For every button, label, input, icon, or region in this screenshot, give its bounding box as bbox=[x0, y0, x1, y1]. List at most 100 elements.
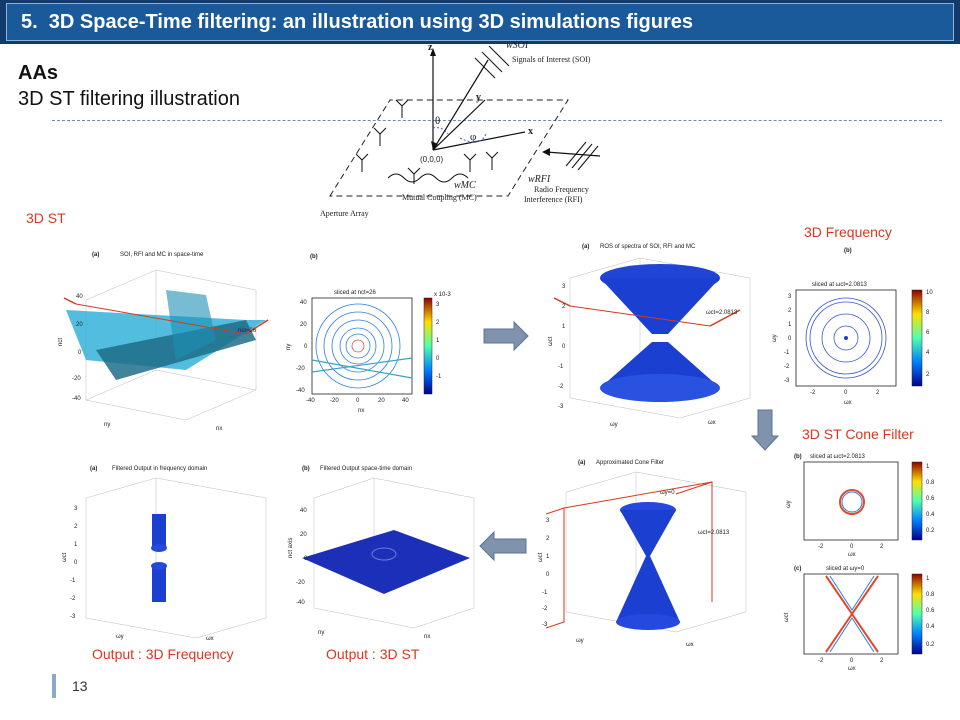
fig3-bottom-rim bbox=[600, 374, 720, 402]
origin-label: (0,0,0) bbox=[420, 155, 443, 164]
figure-output-st: (b) Filtered Output space-time domain nc… bbox=[288, 466, 475, 640]
fig6-title: Filtered Output space-time domain bbox=[320, 466, 412, 472]
theta-label: θ bbox=[435, 115, 440, 127]
fig5-tag: (a) bbox=[90, 466, 97, 472]
dashed-divider bbox=[52, 120, 942, 121]
fig2-xtick-3: 20 bbox=[378, 398, 385, 404]
fig5-tick-6: -3 bbox=[70, 614, 76, 620]
fig6-zlabel: ny bbox=[318, 630, 324, 636]
page-marker bbox=[52, 674, 56, 698]
fig4-xtick-1: 0 bbox=[844, 390, 848, 396]
fig4-xtick-0: -2 bbox=[810, 390, 816, 396]
phi-label: φ bbox=[470, 131, 476, 143]
fig2-axes bbox=[311, 297, 413, 395]
fig8-title: sliced at ωct=2.0813 bbox=[810, 454, 866, 460]
label-3d-st: 3D ST bbox=[26, 210, 66, 226]
fig9-cbar-4: 0.2 bbox=[926, 642, 935, 648]
axis-y-label: y bbox=[476, 92, 481, 103]
fig2-xlabel: nx bbox=[358, 408, 364, 414]
fig4-xlabel: ωx bbox=[844, 400, 852, 406]
fig9-xtick-1: 0 bbox=[850, 658, 854, 664]
arrow-left bbox=[479, 530, 527, 562]
fig3-title: ROS of spectra of SOI, RFI and MC bbox=[600, 244, 696, 250]
fig7-bottom-rim bbox=[616, 614, 680, 630]
soi-label: Signals of Interest (SOI) bbox=[512, 55, 591, 64]
fig7-annot2: ωct=2.0813 bbox=[698, 530, 730, 536]
fig3-tick-3: 0 bbox=[562, 344, 566, 350]
w-mc-label: wMC bbox=[454, 180, 476, 191]
rfi-wave-3 bbox=[577, 145, 599, 171]
fig6-ylabel: nct axis bbox=[288, 538, 294, 558]
fig9-cbar-2: 0.6 bbox=[926, 608, 935, 614]
rfi-arrowhead bbox=[542, 148, 550, 156]
fig2-ytick-2: 0 bbox=[304, 344, 308, 350]
fig1-tag: (a) bbox=[92, 252, 99, 258]
fig7-bottom-cone bbox=[616, 556, 680, 622]
fig3-zlabel: ωy bbox=[610, 422, 618, 428]
fig4-ytick-2: 1 bbox=[788, 322, 792, 328]
fig2-xtick-4: 40 bbox=[402, 398, 409, 404]
fig2-cbar-1: 2 bbox=[436, 320, 440, 326]
arrow-down bbox=[750, 409, 780, 451]
fig3-tick-4: -1 bbox=[558, 364, 564, 370]
rfi-label-1: Radio Frequency bbox=[534, 185, 589, 194]
fig7-title: Approximated Cone Filter bbox=[596, 460, 664, 466]
fig8-xlabel: ωx bbox=[848, 552, 856, 558]
fig4-cbar-0: 10 bbox=[926, 290, 933, 296]
soi-wave-1 bbox=[474, 57, 496, 79]
fig1-tick-4: -40 bbox=[72, 396, 81, 402]
fig2-title: sliced at nct=26 bbox=[334, 290, 377, 296]
fig6-tag: (b) bbox=[302, 466, 310, 472]
fig4-ytick-5: -2 bbox=[784, 364, 790, 370]
fig7-xlabel: ωx bbox=[686, 642, 694, 648]
fig1-annot: nct=26 bbox=[238, 328, 257, 334]
fig4-colorbar bbox=[911, 289, 923, 387]
soi-arrowhead bbox=[431, 141, 438, 150]
fig8-cbar-0: 1 bbox=[926, 464, 930, 470]
figure-frequency-3d: (a) ROS of spectra of SOI, RFI and MC ωc… bbox=[548, 244, 751, 428]
fig2-ytick-4: -40 bbox=[296, 388, 305, 394]
fig9-xtick-0: -2 bbox=[818, 658, 824, 664]
fig8-cbar-4: 0.2 bbox=[926, 528, 935, 534]
figure-cone-slice-ct: (b) sliced at ωct=2.0813 1 0.8 0.6 0.4 0… bbox=[786, 454, 935, 558]
fig1-zlabel: ny bbox=[104, 422, 110, 428]
fig4-cbar-1: 8 bbox=[926, 310, 930, 316]
fig7-slice-line bbox=[563, 481, 713, 509]
fig4-xtick-2: 2 bbox=[876, 390, 880, 396]
fig4-ytick-0: 3 bbox=[788, 294, 792, 300]
slide-title: 5. 3D Space-Time filtering: an illustrat… bbox=[21, 11, 693, 33]
fig5-xlabel: ωx bbox=[206, 636, 214, 642]
fig9-tag: (c) bbox=[794, 566, 801, 572]
fig6-tick-2: 0 bbox=[304, 556, 308, 562]
fig3-tick-5: -2 bbox=[558, 384, 564, 390]
fig3-tick-6: -3 bbox=[558, 404, 564, 410]
fig8-colorbar bbox=[911, 461, 923, 541]
figure-st-slice: (b) sliced at nct=26 x 10-3 3 2 1 0 -1 -… bbox=[286, 254, 451, 414]
fig5-bottom-blob bbox=[152, 566, 166, 602]
fig4-title: sliced at ωct=2.0813 bbox=[812, 282, 868, 288]
fig1-ylabel: nct bbox=[58, 338, 64, 346]
mc-wave bbox=[387, 173, 469, 183]
fig5-zlabel: ωy bbox=[116, 634, 124, 640]
figure-st-3d: (a) SOI, RFI and MC in space-time nct=26… bbox=[58, 252, 269, 432]
fig7-tick-2: 1 bbox=[546, 554, 550, 560]
soi-wave-2 bbox=[481, 51, 503, 73]
fig5-top-blob bbox=[152, 514, 166, 548]
soi-arrow bbox=[432, 59, 489, 151]
fig1-dome bbox=[166, 290, 216, 360]
fig5-tick-0: 3 bbox=[74, 506, 78, 512]
fig5-tick-4: -1 bbox=[70, 578, 76, 584]
fig8-cbar-3: 0.4 bbox=[926, 512, 935, 518]
fig7-tick-6: -3 bbox=[542, 622, 548, 628]
fig8-xtick-1: 0 bbox=[850, 544, 854, 550]
fig4-ytick-3: 0 bbox=[788, 336, 792, 342]
fig4-tag: (b) bbox=[844, 248, 852, 254]
fig5-title: Filtered Output in frequency domain bbox=[112, 466, 207, 472]
label-output-3d-frequency: Output : 3D Frequency bbox=[92, 646, 234, 662]
fig7-annot1: ωy=0 bbox=[660, 490, 675, 496]
fig7-zlabel: ωy bbox=[576, 638, 584, 644]
fig9-xtick-2: 2 bbox=[880, 658, 884, 664]
fig8-ring bbox=[839, 489, 865, 515]
fig8-tag: (b) bbox=[794, 454, 802, 460]
fig3-top-cone bbox=[600, 278, 720, 334]
